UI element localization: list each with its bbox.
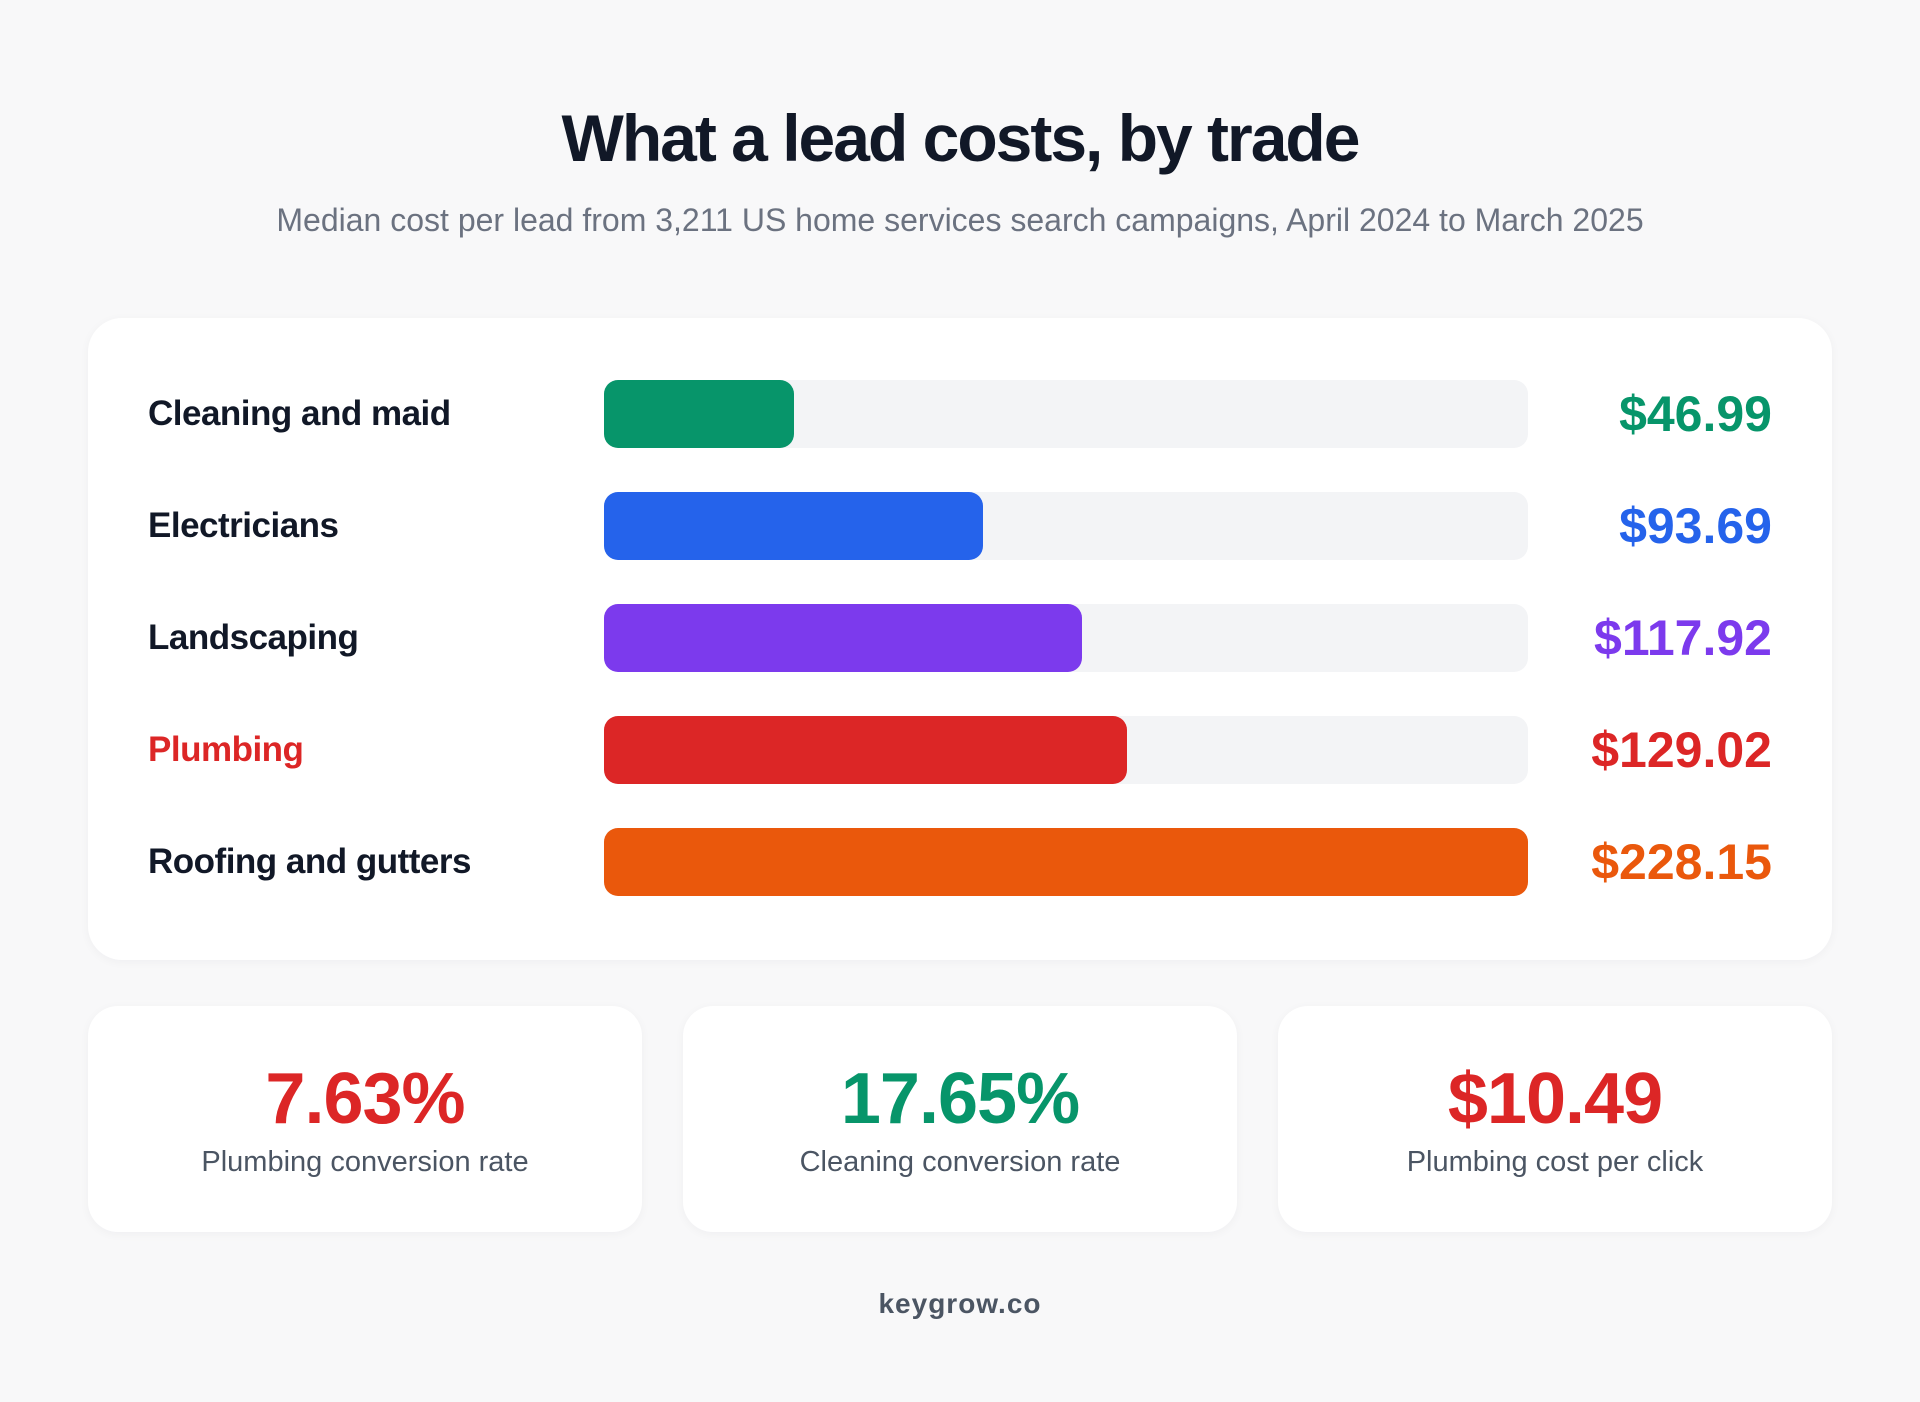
bar-label: Plumbing — [148, 730, 304, 769]
stat-label: Cleaning conversion rate — [799, 1146, 1121, 1178]
stat-value: 17.65% — [840, 1059, 1080, 1139]
stat-value: 7.63% — [265, 1059, 465, 1139]
bar-label: Landscaping — [148, 618, 359, 657]
bar-track — [604, 716, 1528, 784]
bar-track — [604, 380, 1528, 448]
stat-label: Plumbing cost per click — [1406, 1146, 1704, 1178]
bar — [604, 716, 1127, 784]
bar-row: Landscaping $117.92 — [88, 604, 1832, 672]
stat-card-cleaning-conversion: 17.65% Cleaning conversion rate — [683, 1006, 1237, 1232]
bar-row: Roofing and gutters $228.15 — [88, 828, 1832, 896]
stat-card-plumbing-cpc: $10.49 Plumbing cost per click — [1278, 1006, 1832, 1232]
bar-track — [604, 492, 1528, 560]
bar-track — [604, 828, 1528, 896]
stat-card-plumbing-conversion: 7.63% Plumbing conversion rate — [88, 1006, 642, 1232]
stat-label: Plumbing conversion rate — [201, 1146, 529, 1178]
bar — [604, 604, 1082, 672]
bar-row: Electricians $93.69 — [88, 492, 1832, 560]
bar-value-label: $117.92 — [1594, 610, 1772, 666]
bar — [604, 828, 1528, 896]
stat-value: $10.49 — [1447, 1059, 1663, 1139]
source-credit: keygrow.co — [878, 1288, 1042, 1319]
chart-title: What a lead costs, by trade — [561, 101, 1361, 175]
chart-subtitle: Median cost per lead from 3,211 US home … — [276, 202, 1644, 238]
bar — [604, 380, 795, 448]
bar-row: Cleaning and maid $46.99 — [88, 380, 1832, 448]
bar-row: Plumbing $129.02 — [88, 716, 1832, 784]
bar-chart-card: Cleaning and maid $46.99 Electricians $9… — [88, 318, 1832, 960]
bar-value-label: $93.69 — [1619, 498, 1772, 554]
bar — [604, 492, 984, 560]
bar-value-label: $228.15 — [1591, 834, 1772, 890]
bar-label: Roofing and gutters — [148, 842, 471, 881]
bar-label: Electricians — [148, 506, 339, 545]
bar-value-label: $129.02 — [1591, 722, 1772, 778]
bar-label: Cleaning and maid — [148, 394, 451, 433]
bar-track — [604, 604, 1528, 672]
bar-value-label: $46.99 — [1619, 386, 1772, 442]
